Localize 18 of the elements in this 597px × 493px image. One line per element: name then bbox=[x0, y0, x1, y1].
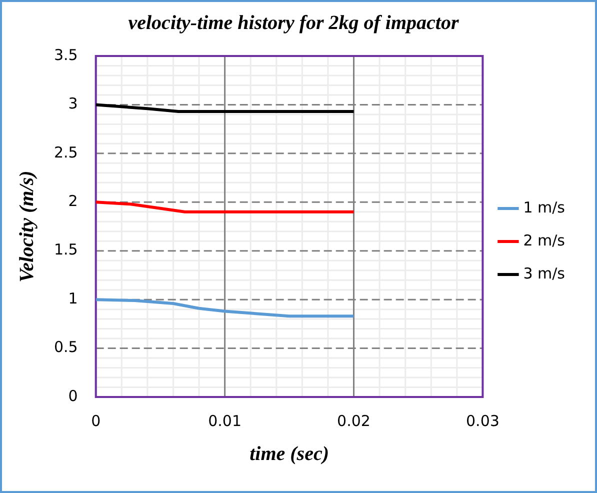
y-tick-label: 1.5 bbox=[54, 240, 78, 259]
legend-label: 3 m/s bbox=[523, 264, 566, 282]
y-tick-label: 0.5 bbox=[54, 338, 78, 356]
y-tick-label: 3 bbox=[68, 94, 78, 113]
x-tick-label: 0.01 bbox=[208, 412, 242, 430]
chart-title: velocity-time history for 2kg of impactor bbox=[128, 12, 459, 34]
legend-label: 2 m/s bbox=[523, 231, 566, 250]
y-axis-title: Velocity (m/s) bbox=[16, 170, 38, 282]
x-tick-label: 0.03 bbox=[466, 412, 500, 430]
x-tick-label: 0 bbox=[91, 412, 101, 430]
y-tick-label: 3.5 bbox=[54, 46, 78, 64]
y-tick-label: 2 bbox=[68, 192, 78, 210]
legend-label: 1 m/s bbox=[523, 198, 566, 216]
y-tick-label: 0 bbox=[68, 386, 78, 405]
y-tick-label: 2.5 bbox=[54, 143, 78, 162]
x-axis-title: time (sec) bbox=[250, 443, 329, 466]
y-tick-label: 1 bbox=[68, 289, 78, 308]
x-tick-label: 0.02 bbox=[337, 412, 370, 430]
